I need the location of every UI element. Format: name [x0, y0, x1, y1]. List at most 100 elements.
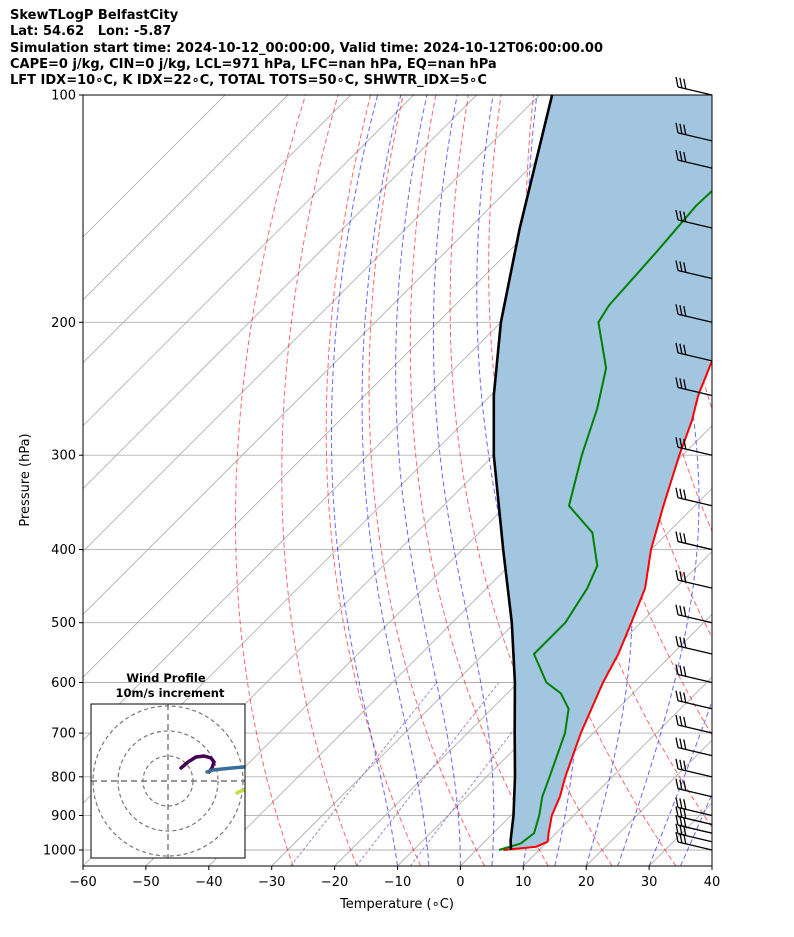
wind-barb — [675, 304, 713, 323]
dewpoint-line — [498, 189, 712, 851]
cin-shade-polygon — [493, 95, 712, 850]
chart-header: SkewTLogP BelfastCity Lat: 54.62 Lon: -5.… — [10, 8, 603, 89]
cin-shade-area — [493, 95, 712, 850]
y-tick-label: 600 — [51, 676, 76, 691]
isotherm-line — [522, 676, 712, 866]
hodograph-frame — [90, 703, 246, 859]
isotherm-line — [460, 613, 712, 866]
wind-barb — [675, 260, 713, 280]
isotherm-line — [334, 487, 712, 866]
wind-barb — [675, 664, 713, 684]
wind-barbs — [675, 76, 713, 851]
wind-barb — [675, 797, 713, 817]
wind-barb — [675, 806, 713, 826]
x-tick-label: −40 — [195, 875, 222, 890]
y-tick-label: 1000 — [43, 844, 76, 859]
moist-adiabat-line — [331, 95, 398, 866]
location-line: Lat: 54.62 Lon: -5.87 — [10, 24, 172, 40]
hodograph-inset: Wind Profile 10m/s increment — [90, 671, 246, 859]
dry-adiabat-line — [281, 95, 358, 866]
x-axis-label: Temperature (∘C) — [339, 897, 454, 912]
y-tick-label: 900 — [51, 809, 76, 824]
dry-adiabat-line — [762, 95, 794, 866]
indices-line: LFT IDX=10∘C, K IDX=22∘C, TOTAL TOTS=50∘… — [10, 73, 487, 89]
x-tick-label: 40 — [704, 875, 721, 890]
wind-barb — [675, 76, 713, 96]
wind-barb — [675, 342, 713, 362]
wind-barb — [675, 150, 713, 169]
hodograph-trace-mid — [205, 765, 245, 774]
wind-barb — [675, 635, 713, 655]
wind-barb — [675, 778, 713, 798]
x-tick-label: −30 — [258, 875, 285, 890]
y-tick-label: 700 — [51, 727, 76, 742]
isotherm-line — [83, 95, 226, 238]
wind-barb — [675, 377, 713, 397]
cape-line: CAPE=0 j/kg, CIN=0 j/kg, LCL=971 hPa, LF… — [10, 56, 497, 72]
isotherm-line — [83, 95, 289, 301]
y-tick-label: 100 — [51, 89, 76, 104]
x-tick-label: 10 — [515, 875, 532, 890]
wind-barb — [675, 758, 713, 778]
moist-adiabat-line — [744, 95, 794, 866]
dry-adiabat-line — [235, 95, 306, 866]
x-tick-label: 30 — [641, 875, 658, 890]
profile-lines — [492, 95, 712, 851]
hodograph-ring — [117, 730, 219, 832]
x-tick-label: 0 — [456, 875, 464, 890]
parcel-line — [492, 95, 554, 851]
moist-adiabat-line — [432, 95, 495, 866]
moist-adiabat-line — [648, 699, 712, 866]
wind-barb — [675, 815, 713, 834]
y-tick-label: 300 — [51, 449, 76, 464]
wind-barb — [675, 122, 713, 142]
wind-barb — [675, 690, 713, 710]
isotherm-line — [83, 95, 477, 490]
x-tick-label: −10 — [384, 875, 411, 890]
x-tick-label: 20 — [578, 875, 595, 890]
wind-barb — [675, 714, 713, 734]
wind-barb — [675, 570, 713, 589]
hodograph-trace-upper — [179, 754, 216, 774]
moist-adiabat-line — [617, 95, 700, 866]
temperature-line — [503, 358, 712, 851]
isotherm-line — [83, 95, 603, 616]
y-tick-label: 200 — [51, 316, 76, 331]
dry-adiabat-line — [368, 95, 485, 866]
mixing-ratio-line — [290, 682, 438, 866]
hodograph-trace-low — [235, 788, 245, 795]
isotherm-line — [83, 95, 352, 364]
moist-adiabat-line — [680, 793, 712, 866]
wind-barb — [675, 487, 713, 507]
x-axis-ticks: −60 −50 −40 −30 −20 −10 0 10 20 30 40 — [69, 866, 720, 890]
x-tick-label: −20 — [321, 875, 348, 890]
wind-barb — [675, 604, 713, 624]
hodograph-subtitle: 10m/s increment — [116, 686, 225, 700]
wind-barb — [675, 737, 713, 757]
hodograph-title: Wind Profile — [126, 671, 206, 685]
isotherm-line — [83, 95, 415, 427]
y-tick-label: 400 — [51, 543, 76, 558]
plot-area — [83, 95, 794, 866]
isotherm-line — [83, 95, 540, 553]
moist-adiabat-line — [711, 864, 712, 866]
moist-adiabat-line — [476, 95, 533, 866]
time-line: Simulation start time: 2024-10-12_00:00:… — [10, 40, 603, 56]
chart-title: SkewTLogP BelfastCity — [10, 8, 179, 23]
isotherm-line — [711, 865, 712, 866]
wind-barb — [675, 531, 713, 551]
mixing-ratio-line — [355, 682, 500, 866]
y-tick-label: 800 — [51, 770, 76, 785]
y-axis-label: Pressure (hPa) — [18, 433, 33, 526]
moist-adiabat-line — [361, 95, 430, 866]
dry-adiabat-line — [663, 95, 712, 411]
y-tick-label: 500 — [51, 616, 76, 631]
y-axis-ticks: 100 200 300 400 500 600 700 800 900 1000 — [43, 89, 83, 859]
dry-adiabat-line — [729, 95, 794, 866]
isotherm-line — [775, 95, 794, 866]
wind-barb — [675, 209, 713, 229]
moist-adiabat-line — [395, 95, 461, 866]
x-tick-label: −50 — [132, 875, 159, 890]
wind-barb — [675, 437, 713, 456]
